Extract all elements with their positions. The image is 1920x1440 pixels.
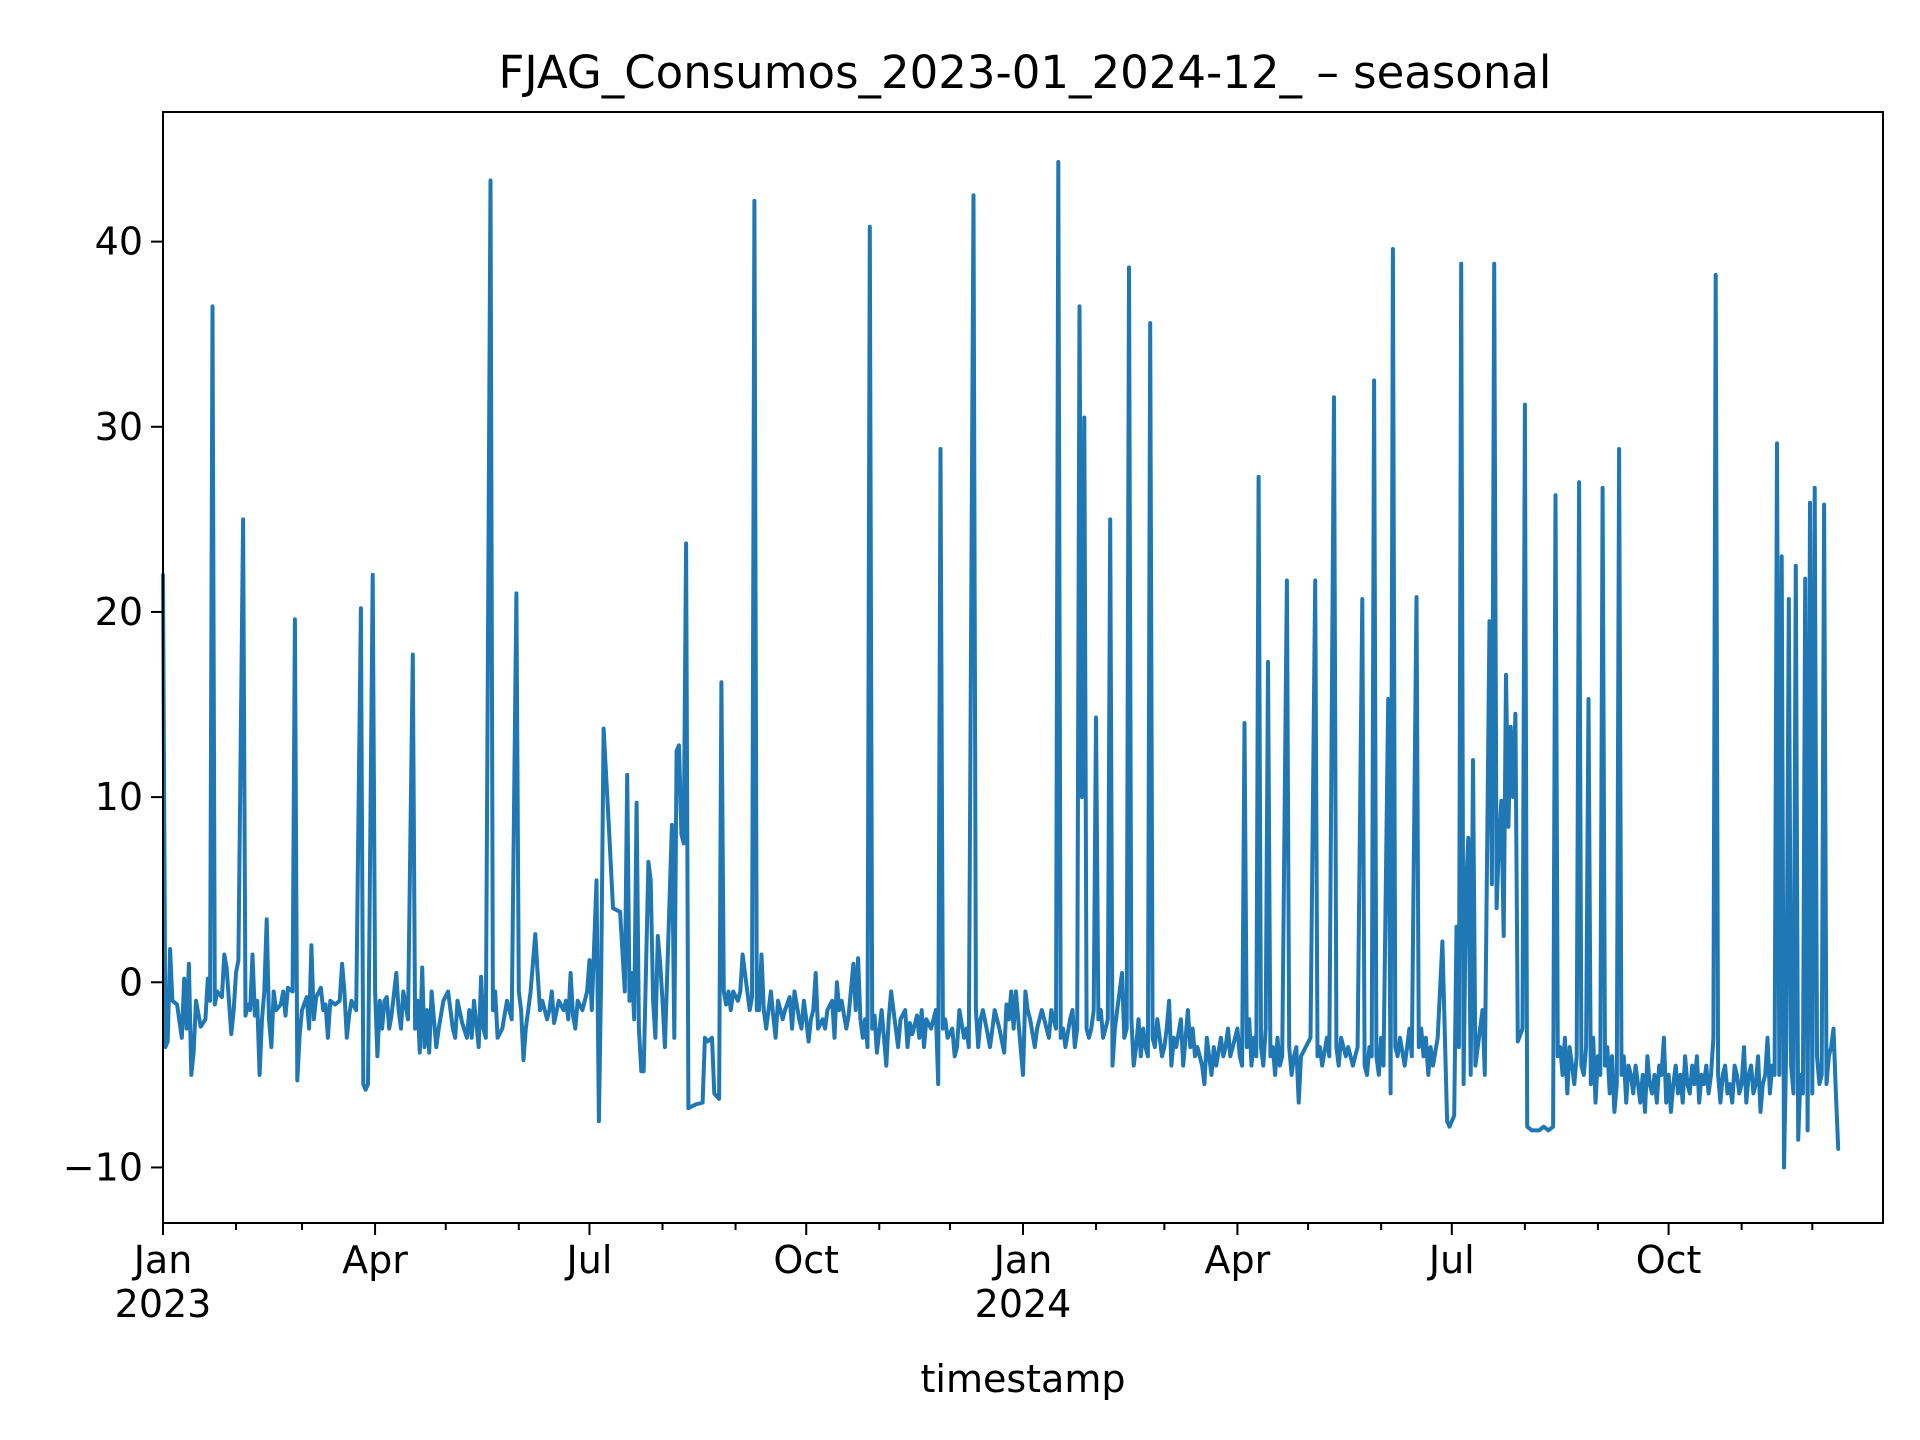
x-tick-label: Jan (992, 1238, 1053, 1282)
y-axis: −10 0 10 20 30 40 (63, 220, 163, 1189)
x-tick-label: Apr (342, 1238, 408, 1282)
x-tick-label: Jul (565, 1238, 613, 1282)
x-tick-label: Oct (1636, 1238, 1702, 1282)
x-tick-label: Oct (773, 1238, 839, 1282)
x-tick-label: Jul (1427, 1238, 1475, 1282)
chart-title: FJAG_Consumos_2023-01_2024-12_ – seasona… (499, 46, 1552, 99)
x-axis-label: timestamp (921, 1357, 1126, 1401)
y-tick-label: 10 (95, 775, 143, 819)
y-tick-label: 0 (119, 960, 143, 1004)
y-tick-label: −10 (63, 1145, 143, 1189)
y-tick-label: 20 (95, 590, 143, 634)
y-tick-label: 30 (95, 405, 143, 449)
series-line (161, 160, 1841, 1170)
x-tick-year-label: 2024 (975, 1282, 1072, 1326)
x-tick-year-label: 2023 (115, 1282, 212, 1326)
x-tick-label: Apr (1205, 1238, 1271, 1282)
x-tick-label: Jan (132, 1238, 193, 1282)
y-tick-label: 40 (95, 220, 143, 264)
